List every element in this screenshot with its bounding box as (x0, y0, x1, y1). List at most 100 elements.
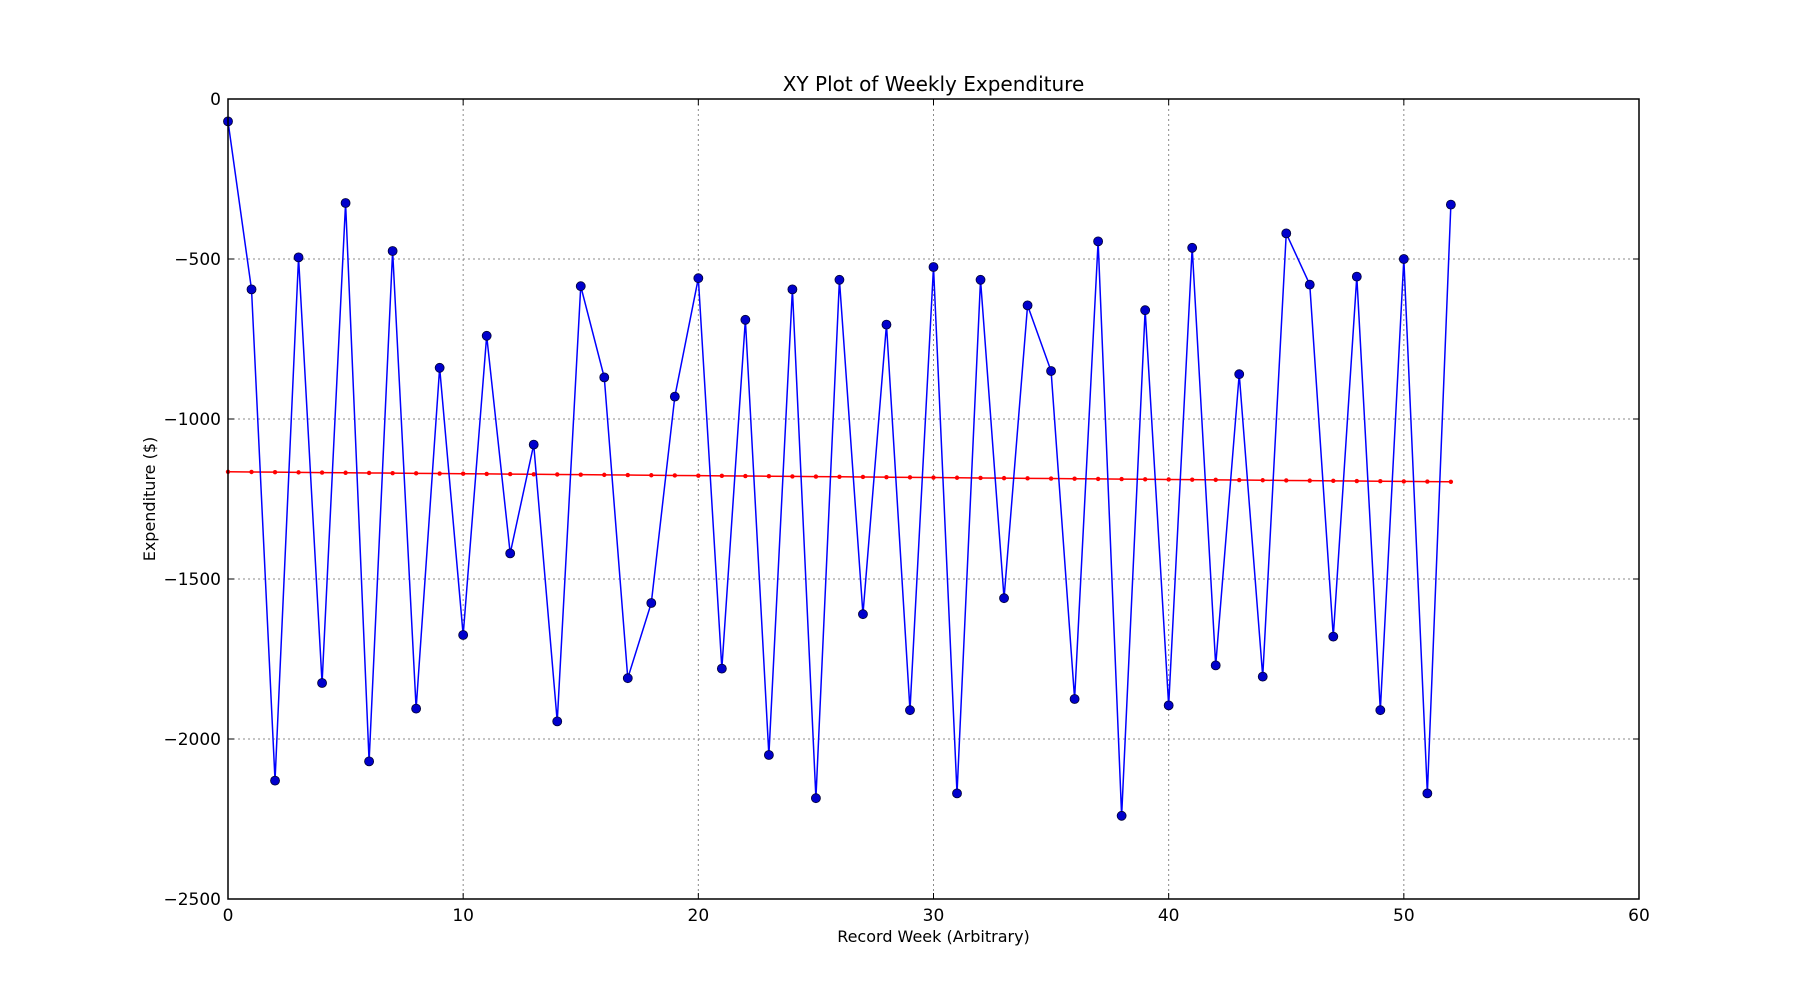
trend-point (1095, 476, 1101, 482)
plot-area (223, 98, 1640, 900)
trend-point (1025, 476, 1030, 481)
expenditure-point (1257, 671, 1268, 682)
trend-point (390, 470, 395, 476)
expenditure-point (599, 372, 610, 383)
expenditure-point (1163, 700, 1174, 711)
expenditure-point (1140, 305, 1151, 316)
expenditure-point (928, 262, 939, 272)
expenditure-point (999, 593, 1009, 604)
expenditure-point (1351, 271, 1362, 282)
trend-point (296, 470, 301, 475)
expenditure-point (1187, 242, 1198, 253)
trend-point (954, 475, 960, 480)
trend-point (790, 474, 795, 479)
trend-point (672, 473, 678, 478)
trend-point (860, 474, 866, 480)
trend-point (343, 470, 348, 475)
expenditure-point (1116, 810, 1127, 821)
trend-point (1213, 477, 1218, 483)
x-tick-label: 40 (1158, 906, 1180, 926)
expenditure-point (293, 252, 304, 263)
trend-point (1378, 479, 1383, 484)
y-axis-label: Expenditure ($) (140, 437, 159, 562)
expenditure-point (1069, 694, 1080, 704)
trend-point (1166, 477, 1171, 482)
chart-title: XY Plot of Weekly Expenditure (783, 72, 1085, 96)
expenditure-point (246, 284, 257, 295)
expenditure-point (952, 788, 962, 799)
expenditure-point (411, 703, 422, 714)
trend-point (625, 472, 630, 478)
expenditure-point (787, 284, 798, 295)
expenditure-point (317, 678, 327, 688)
trend-point (1307, 478, 1312, 483)
expenditure-point (1375, 705, 1386, 716)
trend-point (1072, 476, 1077, 481)
x-tick-label: 10 (452, 906, 474, 926)
expenditure-point (387, 246, 398, 256)
expenditure-point (270, 775, 280, 786)
expenditure-point (1046, 366, 1056, 376)
trend-point (766, 474, 772, 479)
trend-point (884, 474, 889, 480)
expenditure-point (905, 705, 915, 716)
expenditure-point (364, 756, 375, 767)
expenditure-point (1210, 660, 1221, 671)
expenditure-point (763, 750, 774, 760)
expenditure-point (481, 330, 492, 341)
trend-point (555, 472, 560, 477)
x-tick-labels: 0 10 20 30 40 50 60 (223, 906, 1650, 926)
y-tick-labels: 0 −500 −1000 −1500 −2000 −2500 (163, 90, 221, 910)
expenditure-point (858, 609, 868, 620)
series-layer (223, 116, 1456, 821)
expenditure-point (1398, 254, 1409, 264)
expenditure-point (834, 274, 845, 285)
y-tick-label: −2000 (163, 730, 221, 750)
x-tick-label: 60 (1628, 906, 1650, 926)
expenditure-point (975, 274, 986, 285)
expenditure-point (575, 281, 586, 292)
y-tick-label: −1000 (163, 410, 221, 430)
expenditure-point (1281, 228, 1292, 239)
expenditure-point (811, 793, 821, 804)
expenditure-point (740, 314, 751, 325)
expenditure-series (223, 116, 1456, 821)
trend-point (413, 471, 419, 476)
trend-point (531, 472, 536, 477)
trend-point (1189, 477, 1195, 482)
expenditure-point (1022, 300, 1033, 311)
tick-marks (227, 98, 1640, 900)
trend-point (1448, 479, 1454, 484)
trend-point (1048, 476, 1054, 481)
trend-point (1284, 478, 1289, 483)
expenditure-point (505, 548, 516, 559)
trend-point (1142, 477, 1148, 482)
expenditure-point (693, 273, 704, 284)
expenditure-point (1093, 236, 1104, 247)
trend-point (460, 471, 466, 476)
expenditure-point (434, 362, 445, 373)
trend-point (696, 473, 701, 478)
trend-point (1119, 476, 1124, 482)
trend-point (813, 474, 819, 479)
trend-point (508, 471, 513, 477)
trend-point (931, 475, 936, 480)
trend-point (249, 469, 254, 475)
trend-point (978, 475, 983, 481)
expenditure-point (340, 198, 351, 208)
expenditure-point (1328, 631, 1339, 642)
trend-point (1354, 478, 1360, 484)
trend-point (484, 471, 489, 477)
y-tick-label: −500 (174, 250, 221, 270)
trend-point (1260, 478, 1265, 483)
expenditure-point (1422, 788, 1433, 799)
trend-point (1237, 477, 1242, 483)
expenditure-point (1304, 279, 1315, 290)
trend-point (1331, 478, 1336, 484)
y-tick-label: −2500 (163, 890, 221, 910)
x-tick-label: 30 (923, 906, 945, 926)
expenditure-point (622, 673, 633, 684)
trend-point (649, 473, 654, 478)
expenditure-point (1445, 199, 1456, 210)
